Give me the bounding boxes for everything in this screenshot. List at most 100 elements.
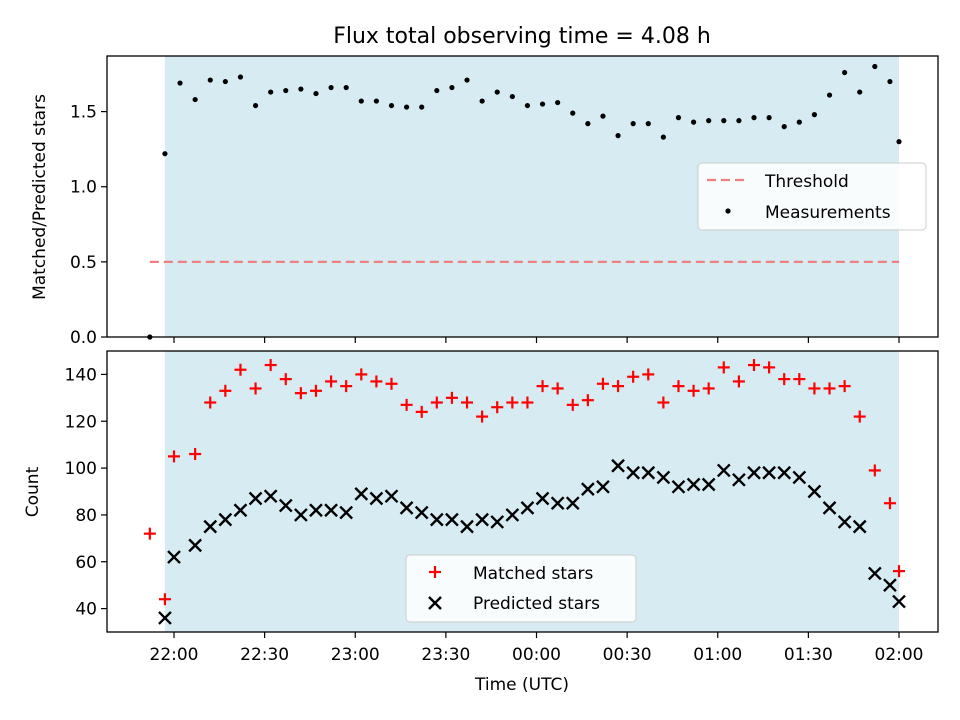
y-tick-label: 100 [65,459,97,479]
bottom-series-matched [143,359,905,606]
matched-point [551,382,564,395]
bottom-legend: Matched stars Predicted stars [405,554,637,623]
matched-point [627,370,640,383]
measurement-point [690,119,697,125]
measurement-point [479,98,485,104]
measurement-point [328,84,334,91]
measurement-point [630,121,636,127]
legend-measurements-swatch [725,208,731,214]
measurement-point [252,102,259,109]
predicted-point [475,512,489,527]
measurement-point [887,78,893,85]
x-tick-label: 00:00 [512,645,561,665]
matched-point [808,382,821,395]
measurement-point [781,124,787,130]
predicted-point [445,512,459,527]
measurement-point [811,112,818,118]
measurement-point [555,99,561,106]
predicted-point [369,491,384,506]
measurement-point [222,78,228,85]
predicted-point [203,519,218,534]
measurement-point [524,102,531,109]
matched-point [838,380,851,393]
matched-point [506,396,519,409]
matched-point [264,359,277,372]
y-tick-label: 1.0 [70,178,97,198]
predicted-point [490,515,505,529]
x-tick-label: 00:30 [603,645,652,665]
bottom-y-ticks: 40 60 80 100 120 140 [65,365,107,620]
predicted-point [656,470,671,485]
measurement-point [796,119,802,125]
predicted-point [892,594,906,609]
legend-matched-swatch [429,566,441,578]
matched-point [793,373,806,386]
matched-point [415,405,428,418]
predicted-point [822,501,837,515]
legend-measurements-label: Measurements [765,203,891,223]
top-y-axis-label: Matched/Predicted stars [30,94,50,300]
legend-predicted-label: Predicted stars [473,594,600,614]
measurement-point [706,118,712,124]
predicted-point [460,519,474,534]
y-tick-label: 1.5 [70,103,97,123]
top-y-ticks: 0.0 0.5 1.0 1.5 [70,103,107,348]
matched-point [642,368,655,381]
matched-point [778,373,791,386]
matched-point [168,450,180,463]
top-x-ticks [173,337,900,343]
top-panel: 0.0 0.5 1.0 1.5 Matched/Predicted stars Thr… [30,55,939,348]
bottom-y-axis-label: Count [23,466,43,517]
measurement-point [896,139,902,145]
y-tick-label: 0.5 [70,253,97,273]
y-tick-label: 120 [65,412,97,432]
predicted-point [384,489,399,504]
predicted-point [701,477,716,492]
matched-point [893,565,905,578]
predicted-point [294,508,308,522]
bottom-series-predicted [158,458,906,625]
predicted-point [429,512,444,527]
predicted-point [883,578,897,593]
matched-point [596,377,609,390]
matched-point [370,375,383,388]
measurement-point [298,86,304,92]
measurement-point [736,118,742,124]
measurement-point [872,63,878,70]
measurement-point [313,90,319,97]
predicted-point [414,505,429,520]
bottom-x-ticks: 22:00 22:30 23:00 23:30 00:00 00:30 01:00 01:30… [150,632,924,665]
matched-point [204,396,217,409]
matched-point [279,373,292,386]
y-tick-label: 40 [75,600,97,620]
matched-point [143,527,156,540]
matched-point [657,396,670,409]
legend-threshold-label: Threshold [764,172,849,192]
legend-matched-label: Matched stars [473,564,593,584]
measurement-point [645,121,651,127]
measurement-point [660,134,666,140]
matched-point [521,396,534,409]
measurement-point [358,98,364,104]
measurement-point [509,93,515,100]
measurement-point [842,69,848,76]
predicted-point [596,479,610,494]
matched-point [717,361,730,374]
measurement-point [162,151,168,157]
predicted-point [339,505,354,520]
y-tick-label: 60 [75,553,97,573]
measurement-point [857,89,863,95]
measurement-point [192,96,198,103]
predicted-point [611,458,625,473]
matched-point [325,375,338,388]
measurement-point [585,121,591,127]
x-tick-label: 23:00 [331,645,380,665]
matched-point [763,361,776,374]
measurement-point [207,77,213,83]
predicted-point [852,519,867,534]
measurement-point [373,98,379,104]
matched-point [461,396,474,409]
predicted-point [732,472,746,487]
matched-point [491,401,504,414]
